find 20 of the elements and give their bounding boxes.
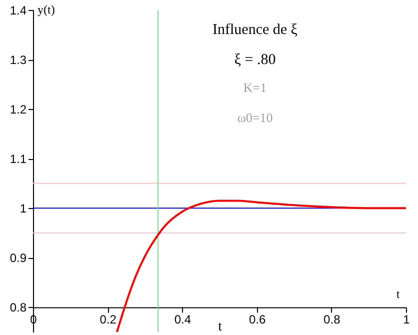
annotation: t: [396, 287, 400, 302]
y-tick-label: 1.4: [10, 4, 27, 18]
y-tick-label: 1.3: [10, 53, 27, 68]
x-tick-label: 0.8: [324, 312, 341, 327]
annotation: ω0=10: [237, 110, 273, 125]
annotation: K=1: [243, 80, 267, 95]
line-series: [116, 200, 406, 332]
y-tick-label: 1: [20, 202, 27, 216]
y-tick-label: 0.9: [10, 251, 27, 266]
x-tick-label: 0.2: [100, 312, 117, 327]
text: ξ = .80: [234, 52, 276, 68]
text: Influence de ξ: [212, 22, 298, 38]
x-tick-label: 0.4: [174, 312, 192, 327]
y-axis-title: y(t): [38, 2, 55, 16]
x-tick-label: 0.6: [248, 312, 266, 327]
y-tick-label: 1.1: [10, 152, 27, 166]
x-tick-label: 1: [403, 312, 410, 327]
y-tick-label: 0.8: [10, 300, 27, 315]
y-tick-label: 1.2: [10, 102, 27, 117]
x-axis-title: t: [218, 320, 222, 335]
